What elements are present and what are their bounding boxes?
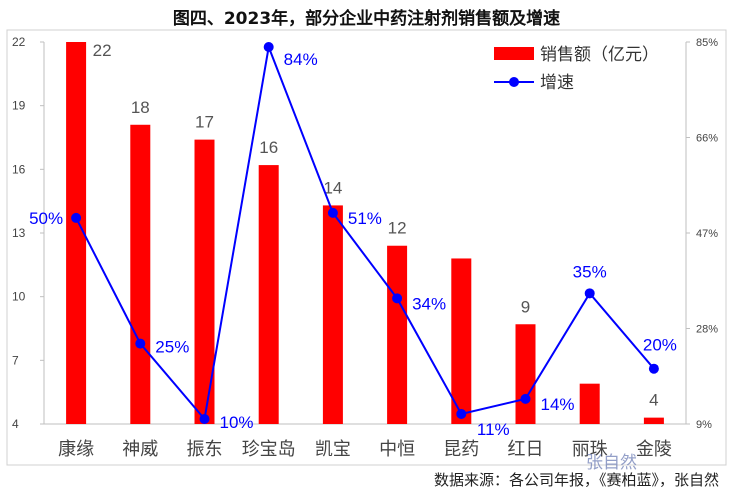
category-label: 金陵 [636,439,672,460]
category-label: 康缘 [58,439,94,460]
bar [194,139,215,424]
growth-point [327,207,338,218]
bar-data-label: 9 [521,297,530,316]
left-axis-tick-label: 4 [12,417,19,431]
category-label: 丽珠 [572,439,608,460]
right-axis: 9% 28% 47% 66% 85% [685,37,718,431]
category-label: 珍宝岛 [242,439,296,460]
legend-line-label: 增速 [540,73,574,93]
category-label: 振东 [187,439,223,460]
left-axis-tick-label: 22 [12,35,26,49]
source-note: 数据来源：各公司年报，《赛柏蓝》，张自然 [433,471,719,489]
growth-data-label: 25% [155,338,189,357]
plot-frame [6,29,727,466]
category-label: 中恒 [379,439,415,460]
legend-bar-swatch [494,47,534,60]
growth-point [135,338,146,349]
bar-data-labels: 22 18 17 16 14 12 9 4 [93,41,659,410]
left-axis-tick-label: 16 [12,162,26,176]
right-axis-tick-label: 66% [696,133,718,145]
growth-data-label: 11% [477,420,510,439]
category-label: 红日 [508,439,544,460]
growth-point [71,212,82,223]
line-series [71,42,659,424]
growth-data-label: 10% [219,413,253,432]
line-data-labels: 50% 25% 10% 84% 51% 34% 11% 14% 35% 20% [29,50,677,439]
growth-point [456,408,467,419]
growth-point [584,288,595,299]
growth-line [75,43,655,422]
bar [130,124,151,425]
bar [387,245,408,424]
growth-data-label: 14% [540,395,574,414]
legend: 销售额（亿元） 增速 [494,45,659,93]
right-axis-tick-label: 85% [696,37,718,49]
category-label: 昆药 [443,439,479,460]
legend-line-marker [509,77,519,87]
bar [322,205,343,424]
growth-data-label: 84% [284,50,318,69]
watermark: 张自然 [586,453,637,473]
growth-point [199,413,210,424]
chart-title: 图四、2023年，部分企业中药注射剂销售额及增速 [172,9,561,29]
bar [451,258,472,424]
category-axis: 康缘 神威 振东 珍宝岛 凯宝 中恒 昆药 红日 丽珠 金陵 [58,439,672,460]
bar [579,383,600,424]
left-axis: 4 7 10 13 16 19 22 [12,35,686,431]
growth-point [648,363,659,374]
bar [258,165,279,425]
legend-bar-label: 销售额（亿元） [540,45,659,65]
right-axis-tick-label: 47% [696,228,718,240]
growth-point [392,293,403,304]
growth-data-label: 35% [573,262,607,281]
left-axis-tick-label: 7 [12,353,19,367]
bar-data-label: 18 [131,98,150,117]
bar [515,324,536,424]
bar [66,42,87,424]
left-axis-tick-label: 10 [12,290,26,304]
growth-data-label: 50% [29,209,63,228]
right-axis-tick-label: 28% [696,324,718,336]
bar-data-label: 4 [649,391,658,410]
bar-data-label: 14 [323,178,342,197]
growth-point [263,42,274,53]
bar-data-label: 17 [195,113,214,132]
left-axis-tick-label: 13 [12,226,26,240]
right-axis-tick-label: 9% [696,419,712,431]
bar-data-label: 12 [388,219,407,238]
left-axis-tick-label: 19 [12,99,26,113]
category-label: 神威 [122,439,158,460]
bar-data-label: 22 [93,41,112,60]
growth-data-label: 20% [643,336,677,355]
growth-data-label: 51% [348,209,382,228]
bar-data-label: 16 [259,138,278,157]
bar-series [66,42,664,425]
growth-data-label: 34% [412,294,446,313]
growth-point [520,393,531,404]
bar [643,417,664,424]
category-label: 凯宝 [315,439,351,460]
